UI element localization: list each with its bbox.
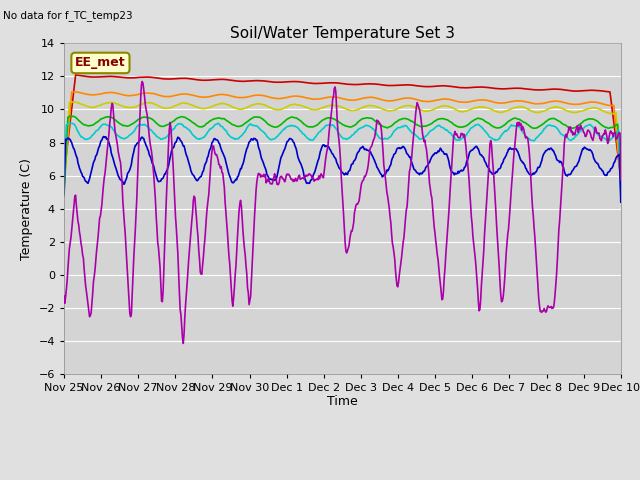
- Title: Soil/Water Temperature Set 3: Soil/Water Temperature Set 3: [230, 25, 455, 41]
- Text: EE_met: EE_met: [75, 57, 126, 70]
- Text: No data for f_TC_temp23: No data for f_TC_temp23: [3, 10, 133, 21]
- Y-axis label: Temperature (C): Temperature (C): [20, 158, 33, 260]
- X-axis label: Time: Time: [327, 395, 358, 408]
